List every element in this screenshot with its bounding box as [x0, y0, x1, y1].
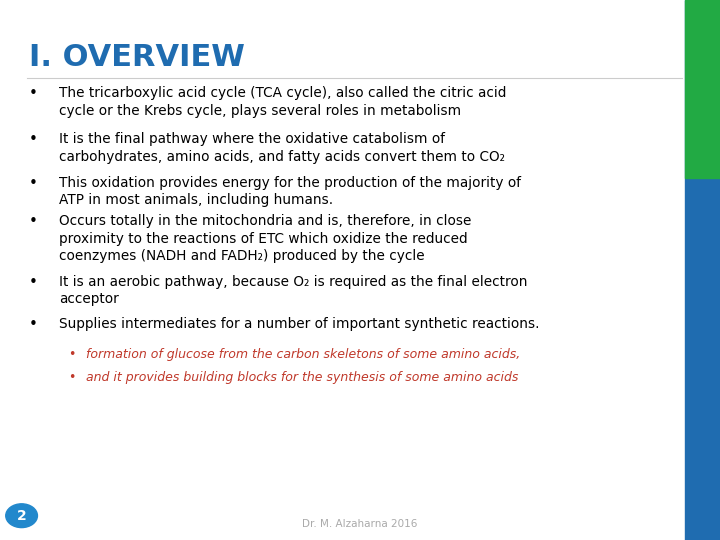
Text: •: •: [68, 371, 76, 384]
Text: •: •: [68, 348, 76, 361]
Text: •: •: [29, 132, 37, 147]
Bar: [685, 0, 720, 178]
Text: Dr. M. Alzaharna 2016: Dr. M. Alzaharna 2016: [302, 519, 418, 529]
Text: •: •: [29, 214, 37, 230]
Text: formation of glucose from the carbon skeletons of some amino acids,: formation of glucose from the carbon ske…: [86, 348, 521, 361]
Circle shape: [6, 504, 37, 528]
Bar: [685, 0, 720, 540]
Text: •: •: [29, 275, 37, 290]
Text: 2: 2: [17, 509, 27, 523]
Text: Supplies intermediates for a number of important synthetic reactions.: Supplies intermediates for a number of i…: [59, 317, 539, 331]
Text: It is the final pathway where the oxidative catabolism of
carbohydrates, amino a: It is the final pathway where the oxidat…: [59, 132, 505, 164]
Text: It is an aerobic pathway, because O₂ is required as the final electron
acceptor: It is an aerobic pathway, because O₂ is …: [59, 275, 528, 306]
Text: •: •: [29, 317, 37, 332]
Text: I. OVERVIEW: I. OVERVIEW: [29, 43, 245, 72]
Text: The tricarboxylic acid cycle (TCA cycle), also called the citric acid
cycle or t: The tricarboxylic acid cycle (TCA cycle)…: [59, 86, 506, 118]
Text: This oxidation provides energy for the production of the majority of
ATP in most: This oxidation provides energy for the p…: [59, 176, 521, 207]
Text: •: •: [29, 176, 37, 191]
Text: •: •: [29, 86, 37, 102]
Text: Occurs totally in the mitochondria and is, therefore, in close
proximity to the : Occurs totally in the mitochondria and i…: [59, 214, 472, 263]
Text: and it provides building blocks for the synthesis of some amino acids: and it provides building blocks for the …: [86, 371, 519, 384]
